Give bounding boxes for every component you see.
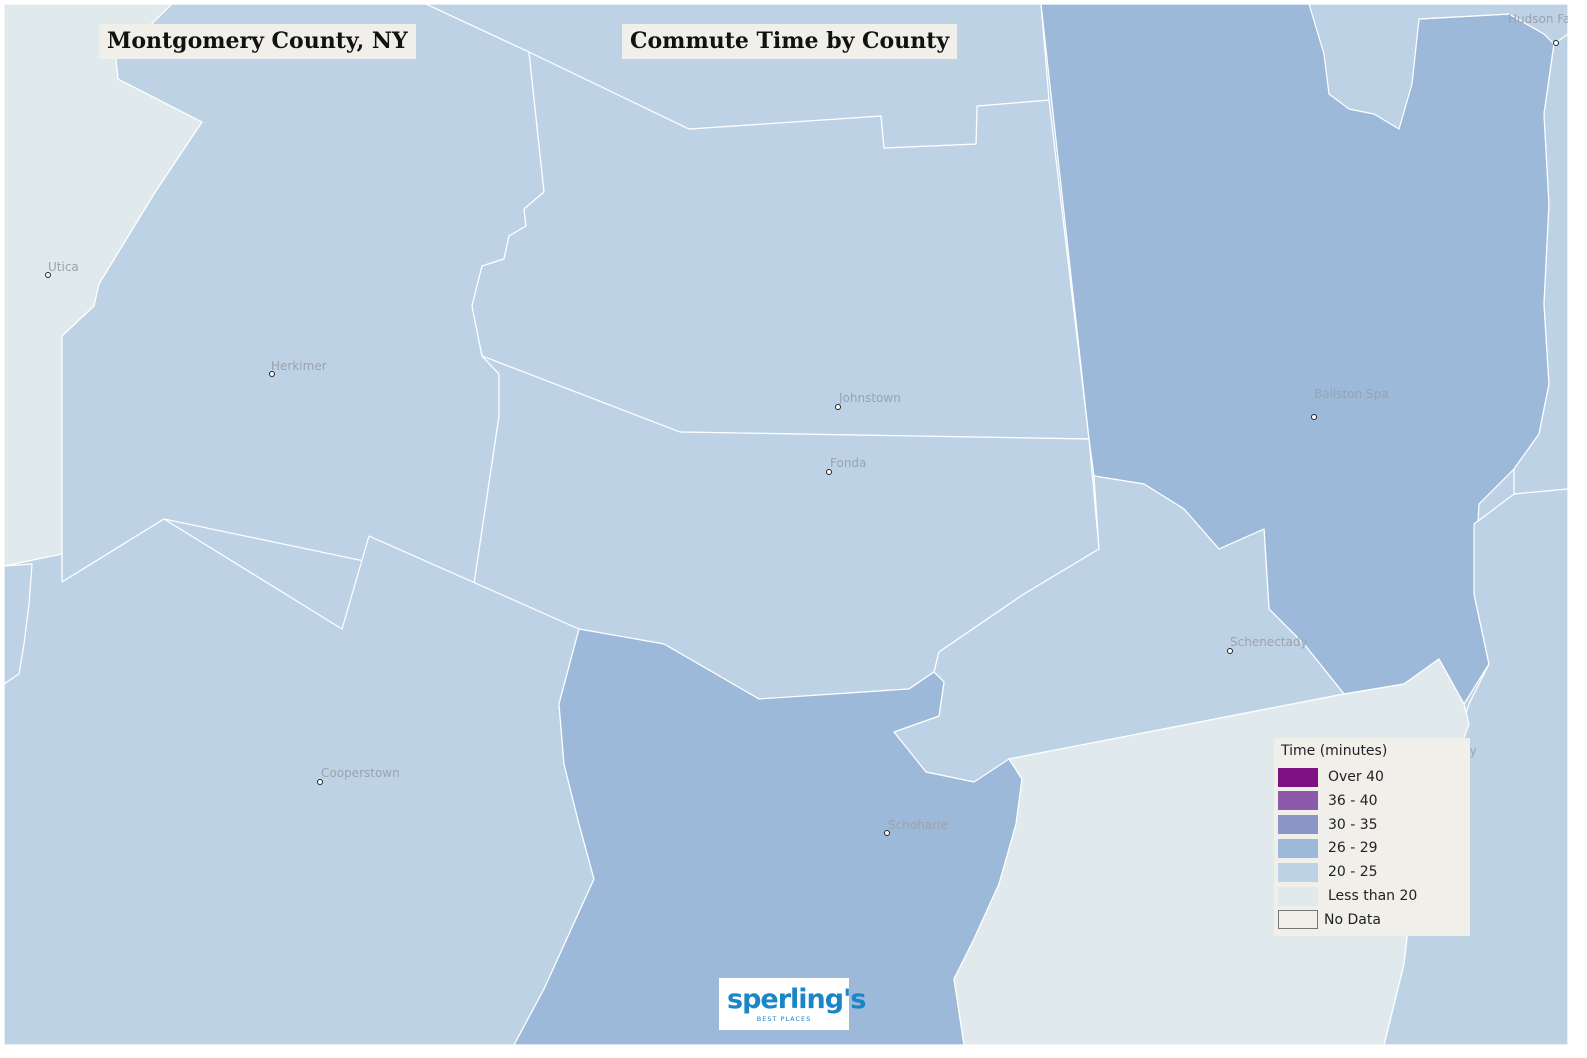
legend-label: Over 40 [1328,769,1384,785]
legend-item: Less than 20 [1278,886,1417,906]
city-fonda: Fonda [826,456,866,475]
city-marker-icon [1227,648,1233,654]
city-schenectady: Schenectady [1227,635,1308,654]
logo-wordmark: sperling's [727,984,866,1015]
legend-swatch [1278,838,1318,858]
legend-label: 30 - 35 [1328,816,1378,833]
legend-swatch [1278,815,1318,835]
city-label-cooperstown: Cooperstown [321,766,400,780]
legend-item: Over 40 [1278,767,1384,787]
legend-item: 36 - 40 [1278,791,1378,811]
legend-item: 20 - 25 [1278,862,1378,882]
city-johnstown: Johnstown [835,391,901,410]
city-label-schenectady: Schenectady [1230,635,1308,649]
city-schoharie: Schoharie [884,818,948,836]
city-label-herkimer: Herkimer [271,359,327,373]
city-label-hudson-falls: Hudson Falls [1508,12,1568,26]
legend-item: No Data [1278,910,1381,930]
legend-item: 26 - 29 [1278,838,1378,858]
legend-title: Time (minutes) [1281,743,1388,759]
city-marker-icon [1311,414,1317,420]
county-madison [4,563,33,685]
city-marker-icon [835,404,841,410]
city-label-fonda: Fonda [830,456,866,470]
map-legend: Time (minutes) Over 40 36 - 40 30 - 35 26 -… [1274,738,1470,936]
county-washington [1513,33,1568,495]
legend-swatch [1278,910,1318,930]
logo-tagline: BEST PLACES [756,1015,812,1023]
city-utica: Utica [45,260,79,278]
legend-swatch [1278,886,1318,906]
city-marker-icon [269,371,275,377]
legend-label: No Data [1324,911,1381,928]
legend-item: 30 - 35 [1278,815,1378,835]
sperlings-logo[interactable]: sperling's BEST PLACES [719,978,866,1030]
legend-swatch [1278,791,1318,811]
city-marker-icon [45,272,51,278]
city-marker-icon [317,779,323,785]
city-marker-icon [826,469,832,475]
city-marker-icon [884,830,890,836]
map-title-subject: Commute Time by County [622,24,958,59]
city-label-johnstown: Johnstown [838,391,901,405]
legend-swatch [1278,862,1318,882]
city-ballston-spa: Ballston Spa [1311,387,1389,420]
legend-label: 20 - 25 [1328,864,1378,881]
city-label-utica: Utica [48,260,79,274]
city-herkimer: Herkimer [269,359,327,377]
city-marker-icon [1553,40,1559,46]
city-label-ballston-spa: Ballston Spa [1314,387,1389,401]
city-cooperstown: Cooperstown [317,766,400,785]
legend-swatch [1278,767,1318,787]
city-label-schoharie: Schoharie [888,818,948,832]
legend-label: 26 - 29 [1328,840,1378,857]
legend-label: Less than 20 [1328,888,1418,904]
city-hudson-falls: Hudson Falls [1508,12,1568,46]
legend-label: 36 - 40 [1328,792,1378,809]
map-title-location: Montgomery County, NY [99,24,416,59]
